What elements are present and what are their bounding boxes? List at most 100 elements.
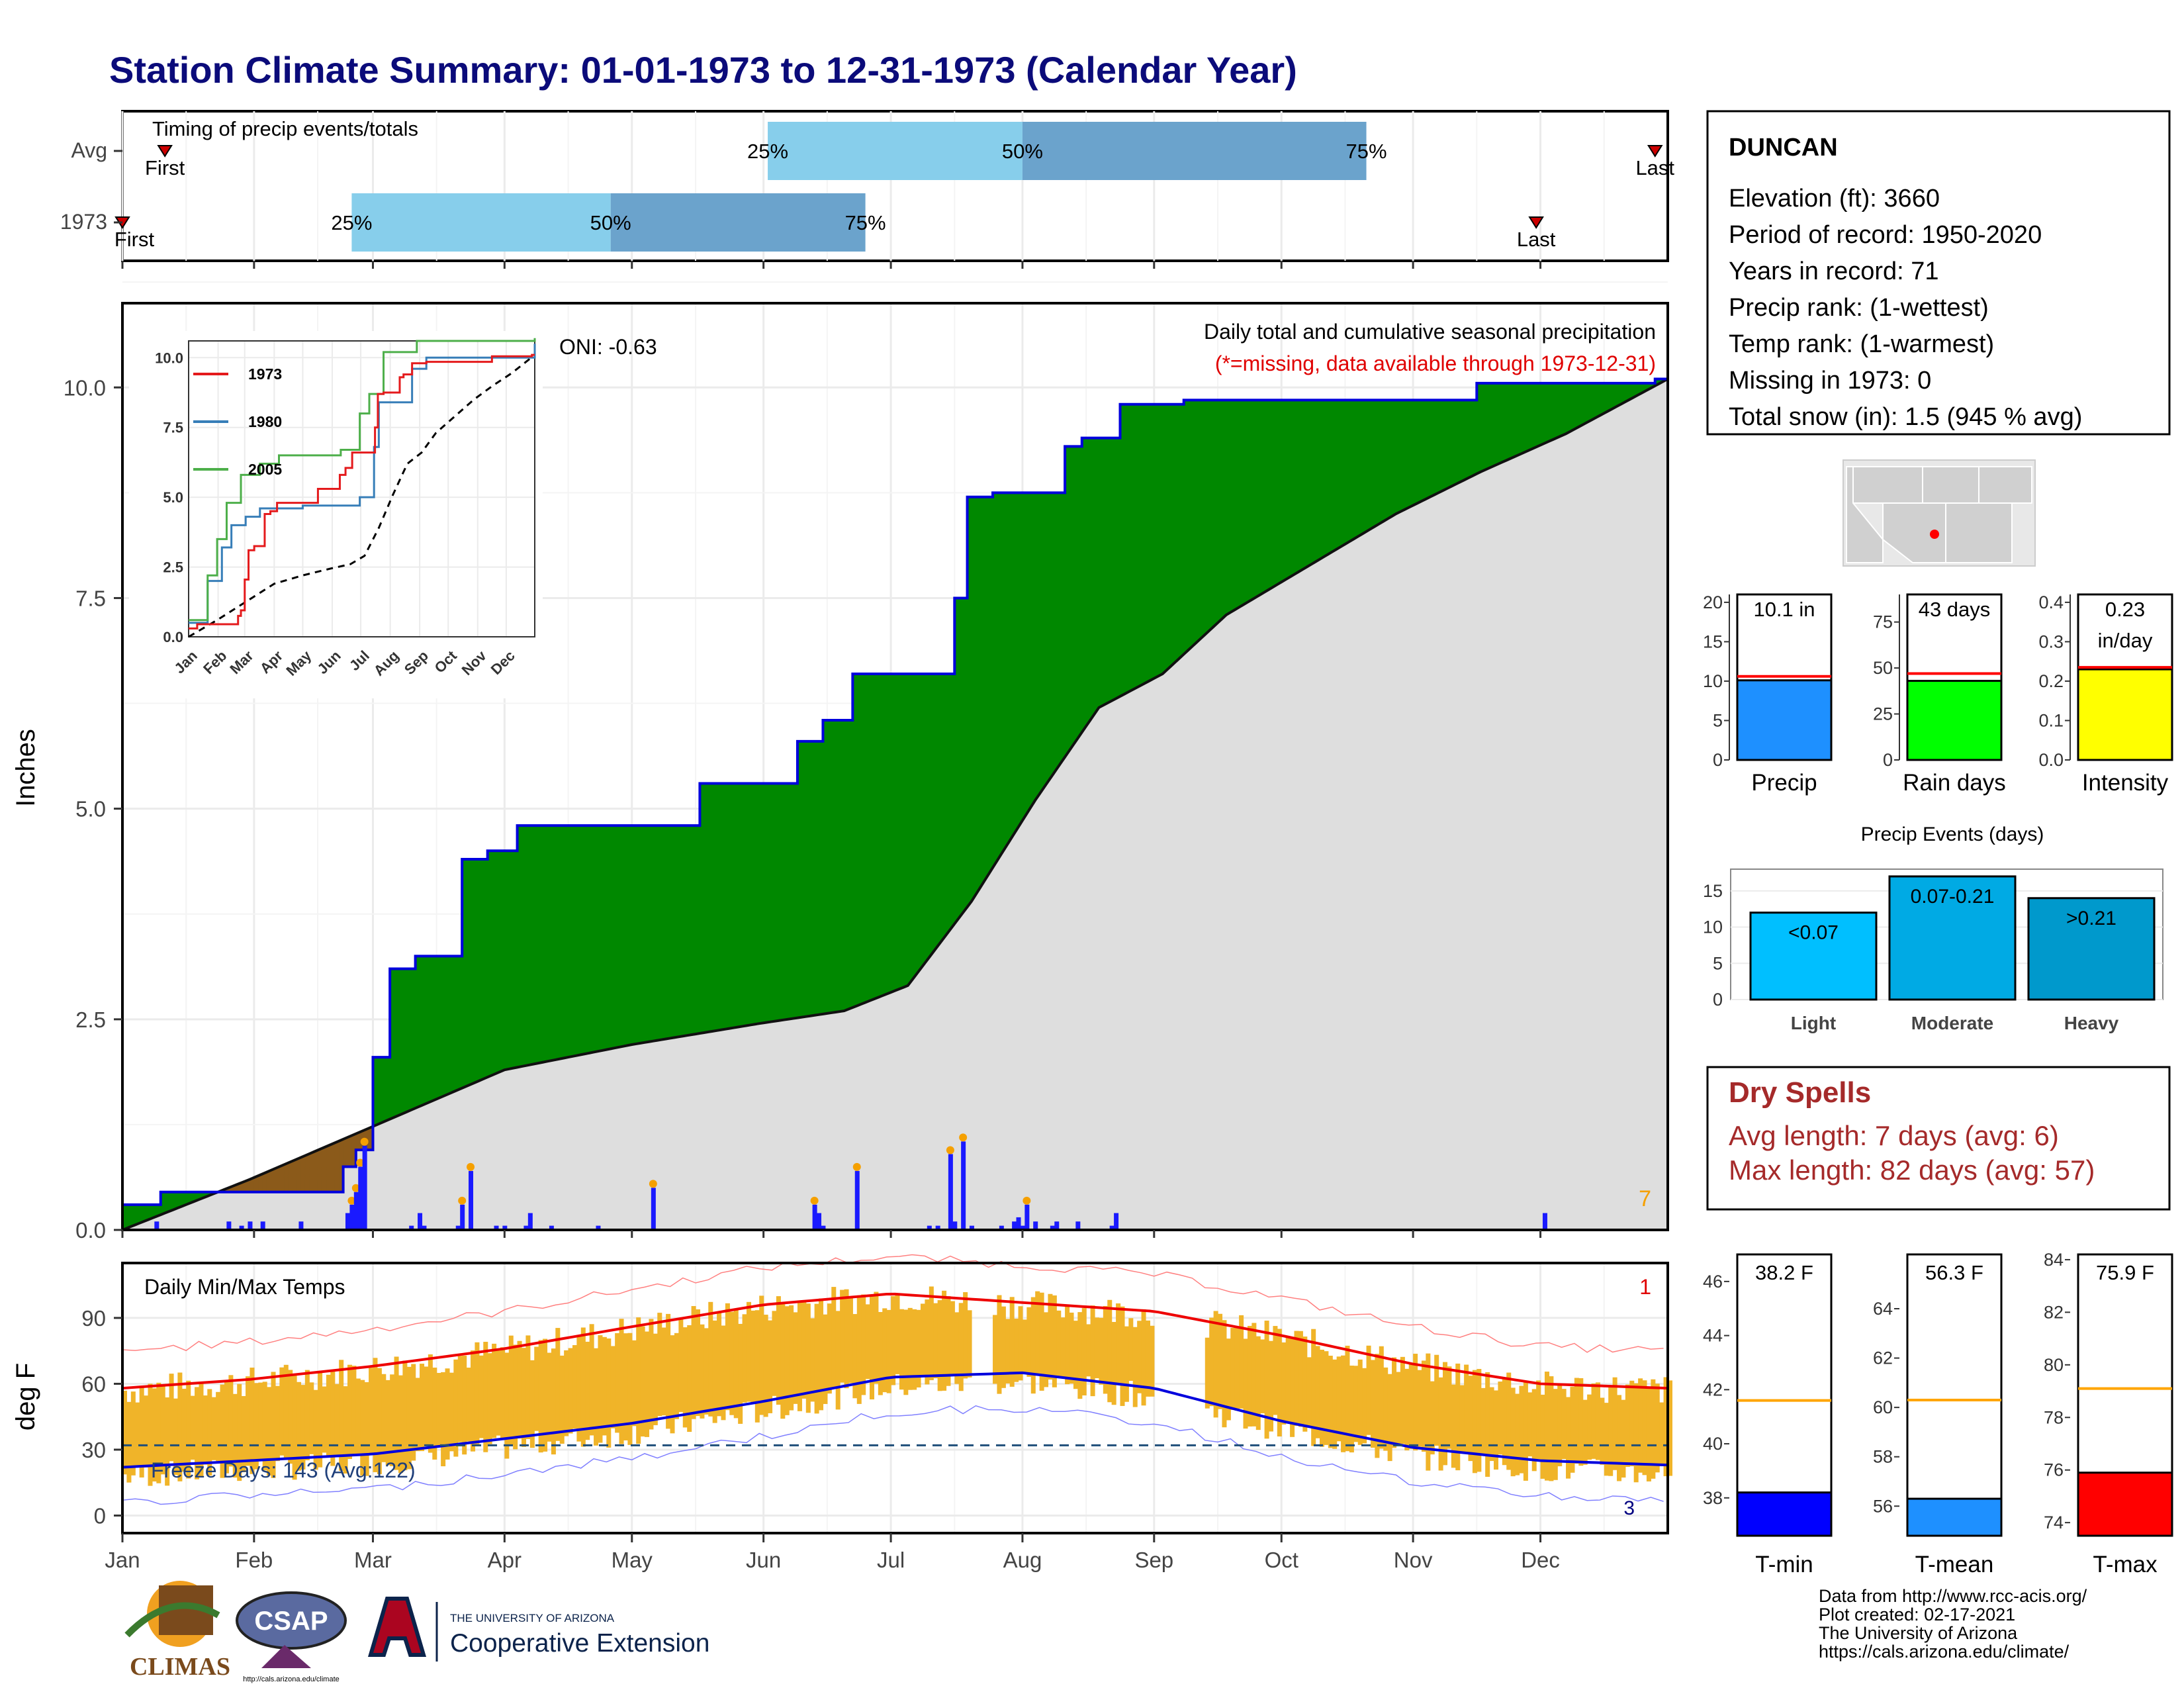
timing-bar-50-75 bbox=[610, 193, 866, 252]
precip-events-plot: 0 5 10 15 <0.07 Light 0.07-0.21 Moderate >0.21 He… bbox=[1703, 868, 2163, 1033]
ua-line2: Cooperative Extension bbox=[450, 1629, 709, 1658]
temp-stat-ytick-label: 58 bbox=[1873, 1447, 1893, 1467]
daily-temp-bar bbox=[1392, 1357, 1397, 1448]
daily-temp-bar bbox=[861, 1294, 866, 1395]
daily-precip-bar bbox=[1012, 1221, 1017, 1230]
map-state-arizona bbox=[1882, 502, 1946, 563]
daily-temp-bar bbox=[929, 1286, 934, 1380]
daily-temp-bar bbox=[148, 1383, 153, 1486]
daily-precip-bar bbox=[298, 1221, 304, 1230]
footer-line: Data from http://www.rcc-acis.org/ bbox=[1819, 1586, 2087, 1606]
snow-marker bbox=[360, 1137, 369, 1146]
daily-temp-bar bbox=[1451, 1384, 1456, 1468]
daily-temp-bar bbox=[1341, 1355, 1346, 1452]
daily-temp-bar bbox=[420, 1364, 425, 1452]
daily-temp-bar bbox=[1625, 1384, 1630, 1467]
event-bar-label: 0.07-0.21 bbox=[1911, 886, 1995, 908]
daily-temp-bar bbox=[759, 1295, 764, 1415]
event-bar bbox=[1888, 875, 2017, 1001]
daily-temp-bar bbox=[1468, 1376, 1473, 1462]
month-label: Feb bbox=[235, 1548, 273, 1572]
daily-temp-bar bbox=[1353, 1366, 1359, 1442]
daily-precip-bar bbox=[549, 1225, 554, 1230]
daily-temp-bar bbox=[674, 1333, 679, 1419]
daily-temp-bar bbox=[543, 1338, 548, 1452]
locator-map bbox=[1843, 459, 2036, 567]
daily-temp-bar bbox=[1218, 1313, 1223, 1409]
daily-precip-bar bbox=[358, 1166, 363, 1230]
daily-temp-bar bbox=[449, 1372, 454, 1452]
daily-precip-bar bbox=[961, 1141, 966, 1230]
daily-temp-bar bbox=[1128, 1318, 1134, 1382]
daily-temp-bar bbox=[594, 1348, 599, 1446]
timing-pct-label: 25% bbox=[747, 140, 788, 163]
daily-temp-bar bbox=[1328, 1356, 1333, 1448]
daily-temp-bar bbox=[1145, 1320, 1150, 1397]
stat-ytick-label: 15 bbox=[1703, 632, 1723, 651]
station-info-line: Elevation (ft): 3660 bbox=[1729, 185, 1940, 212]
daily-temp-bar bbox=[415, 1378, 420, 1452]
temp-stat-frame-1 bbox=[1906, 1253, 2003, 1537]
daily-temp-bar bbox=[195, 1387, 200, 1479]
timing-row-label: Avg bbox=[71, 138, 107, 162]
daily-temp-bar bbox=[385, 1380, 390, 1466]
daily-temp-bar bbox=[1357, 1359, 1363, 1445]
daily-temp-bar bbox=[1009, 1297, 1015, 1387]
temp-panel-frame bbox=[121, 1262, 1669, 1534]
daily-temp-bar bbox=[1489, 1387, 1494, 1462]
climas-logo: CLIMAS bbox=[124, 1581, 230, 1681]
daily-precip-bar bbox=[1050, 1225, 1055, 1230]
daily-temp-bar bbox=[615, 1333, 620, 1433]
daily-temp-bar bbox=[1311, 1329, 1316, 1446]
precip-note: Daily total and cumulative seasonal prec… bbox=[1204, 320, 1656, 344]
daily-temp-bar bbox=[725, 1303, 730, 1411]
event-bar-label: <0.07 bbox=[1788, 922, 1839, 944]
daily-temp-bar bbox=[445, 1368, 450, 1460]
daily-temp-bar bbox=[441, 1372, 446, 1467]
precip-corner-count: 7 bbox=[1639, 1186, 1651, 1211]
events-ytick-label: 5 bbox=[1713, 953, 1723, 973]
daily-temp-bar bbox=[547, 1352, 552, 1442]
daily-temp-bar bbox=[827, 1303, 832, 1394]
daily-precip-bar bbox=[1054, 1221, 1060, 1230]
daily-temp-bar bbox=[564, 1350, 569, 1436]
last-event-marker bbox=[1647, 145, 1663, 158]
snow-marker bbox=[347, 1196, 356, 1205]
daily-temp-bar bbox=[343, 1386, 348, 1474]
daily-temp-bar bbox=[318, 1372, 323, 1468]
daily-precip-bar bbox=[948, 1154, 953, 1230]
oni-label: ONI: -0.63 bbox=[559, 335, 657, 359]
temp-stat-ytick-label: 46 bbox=[1703, 1272, 1723, 1291]
month-label: Nov bbox=[1394, 1548, 1433, 1572]
daily-temp-bar bbox=[1251, 1323, 1257, 1427]
daily-temp-bar bbox=[246, 1376, 251, 1466]
daily-temp-bar bbox=[687, 1325, 692, 1432]
daily-temp-bar bbox=[789, 1305, 794, 1411]
daily-precip-bar bbox=[418, 1213, 423, 1230]
daily-temp-bar bbox=[1052, 1295, 1057, 1387]
daily-temp-bar bbox=[1001, 1306, 1006, 1388]
event-category-label: Light bbox=[1791, 1013, 1836, 1033]
daily-temp-bar bbox=[704, 1328, 709, 1415]
daily-temp-bar bbox=[1285, 1336, 1291, 1423]
daily-temp-bar bbox=[1324, 1351, 1329, 1445]
daily-temp-bar bbox=[835, 1311, 841, 1410]
temp-stat-ytick-label: 62 bbox=[1873, 1348, 1893, 1368]
climas-swoosh bbox=[124, 1602, 220, 1638]
daily-precip-bar bbox=[927, 1225, 932, 1230]
daily-temp-bar bbox=[1094, 1317, 1100, 1378]
month-label: May bbox=[612, 1548, 653, 1572]
temp-stat-name-label: T-min bbox=[1755, 1552, 1813, 1577]
temp-y-axis: 0 30 60 90 bbox=[81, 1306, 122, 1528]
daily-temp-bar bbox=[262, 1382, 267, 1471]
daily-temp-bar bbox=[1443, 1362, 1448, 1466]
daily-temp-bar bbox=[1205, 1337, 1210, 1409]
daily-temp-bar bbox=[534, 1346, 539, 1431]
daily-temp-bar bbox=[1438, 1377, 1443, 1471]
daily-temp-bar bbox=[746, 1301, 751, 1402]
temp-ytick-label: 60 bbox=[81, 1372, 106, 1396]
footer-line: https://cals.arizona.edu/climate/ bbox=[1819, 1642, 2070, 1662]
daily-precip-bar bbox=[651, 1188, 656, 1230]
footer-line: Plot created: 02-17-2021 bbox=[1819, 1605, 2015, 1624]
daily-temp-bar bbox=[1553, 1389, 1558, 1480]
